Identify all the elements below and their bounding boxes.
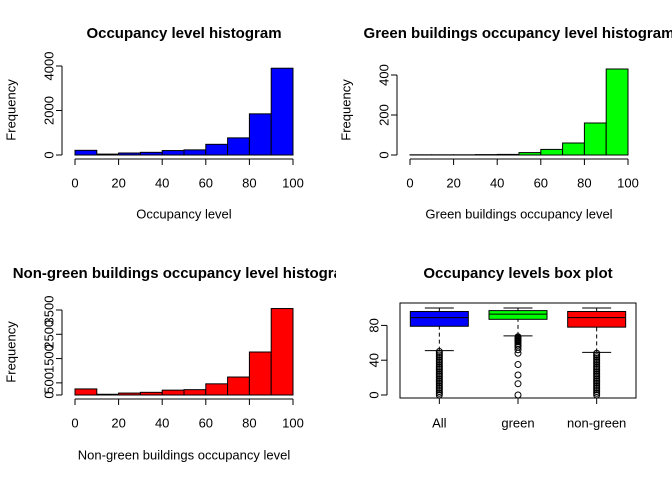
bar <box>270 67 294 156</box>
outlier <box>435 348 443 355</box>
bar <box>496 153 520 156</box>
bar <box>583 122 607 156</box>
bar <box>227 137 250 156</box>
x-tick-label: 20 <box>111 175 125 190</box>
x-tick-label: 80 <box>242 415 256 430</box>
bar <box>270 308 294 396</box>
bar <box>96 153 120 156</box>
x-tick-label: 80 <box>242 175 256 190</box>
outlier <box>514 380 522 388</box>
y-tick-label: 2000 <box>41 96 56 125</box>
x-axis-label: Green buildings occupancy level <box>425 206 612 221</box>
x-tick-label: 100 <box>617 175 639 190</box>
x-tick-label: 0 <box>406 175 413 190</box>
outlier <box>514 333 522 341</box>
y-tick-label: 0 <box>376 151 391 158</box>
x-tick-label: 20 <box>446 175 460 190</box>
y-tick-label: 500 <box>41 372 56 394</box>
panel: Occupancy level histogram 0 20 40 60 80 100 0 20… <box>3 25 303 221</box>
bar <box>518 152 542 156</box>
bar <box>205 383 229 396</box>
chart-title: Green buildings occupancy level histogra… <box>364 25 672 42</box>
outlier <box>593 349 601 357</box>
bar <box>139 391 163 396</box>
bar <box>205 143 229 156</box>
bar <box>74 388 98 396</box>
bar <box>248 351 272 396</box>
outlier <box>514 361 522 369</box>
bar <box>227 376 250 396</box>
outlier <box>514 391 522 399</box>
y-tick-label: 80 <box>366 318 381 332</box>
bar <box>96 393 120 396</box>
x-tick-label: 100 <box>282 415 304 430</box>
x-axis-label: Non-green buildings occupancy level <box>78 447 291 462</box>
y-tick-label: 0 <box>41 391 56 398</box>
box <box>409 310 469 327</box>
panel: Occupancy levels box plot All green non-gre… <box>366 265 637 430</box>
panel: Green buildings occupancy level histogra… <box>338 25 672 221</box>
x-tick-label: green <box>501 415 534 430</box>
bar <box>161 389 185 396</box>
x-tick-label: non-green <box>567 415 626 430</box>
y-tick-label: 200 <box>376 104 391 126</box>
x-tick-label: 40 <box>155 175 169 190</box>
y-tick-label: 3500 <box>41 296 56 325</box>
x-tick-label: 60 <box>199 415 213 430</box>
x-tick-label: 60 <box>199 175 213 190</box>
bar <box>183 389 207 396</box>
y-tick-label: 1500 <box>41 344 56 373</box>
y-axis-label: Frequency <box>3 79 18 141</box>
bar <box>118 392 141 396</box>
bar <box>562 142 585 156</box>
x-tick-label: 0 <box>71 415 78 430</box>
y-tick-label: 400 <box>376 64 391 86</box>
outlier <box>514 371 522 379</box>
bar <box>139 151 163 156</box>
bar <box>161 150 185 156</box>
x-tick-label: 40 <box>155 415 169 430</box>
x-tick-label: 20 <box>111 415 125 430</box>
y-axis-label: Frequency <box>3 321 18 383</box>
chart-title: Non-green buildings occupancy level hist… <box>13 265 356 282</box>
x-tick-label: 0 <box>71 175 78 190</box>
bar <box>118 152 141 156</box>
chart-title: Occupancy levels box plot <box>423 265 612 282</box>
bar <box>183 149 207 156</box>
box <box>488 310 548 320</box>
x-tick-label: 40 <box>490 175 504 190</box>
box <box>567 310 627 328</box>
y-axis-label: Frequency <box>338 79 353 141</box>
y-tick-label: 0 <box>41 151 56 158</box>
x-tick-label: All <box>432 415 447 430</box>
bar <box>605 68 629 156</box>
chart-title: Occupancy level histogram <box>86 25 281 42</box>
panel: Non-green buildings occupancy level hist… <box>3 265 356 462</box>
bar <box>248 113 272 156</box>
y-tick-label: 40 <box>366 353 381 367</box>
y-tick-label: 4000 <box>41 52 56 81</box>
y-tick-label: 0 <box>366 391 381 398</box>
x-tick-label: 80 <box>577 175 591 190</box>
y-tick-label: 2500 <box>41 320 56 349</box>
x-tick-label: 100 <box>282 175 304 190</box>
x-tick-label: 60 <box>534 175 548 190</box>
bar <box>540 148 564 156</box>
bar <box>74 149 98 156</box>
x-axis-label: Occupancy level <box>136 206 231 221</box>
